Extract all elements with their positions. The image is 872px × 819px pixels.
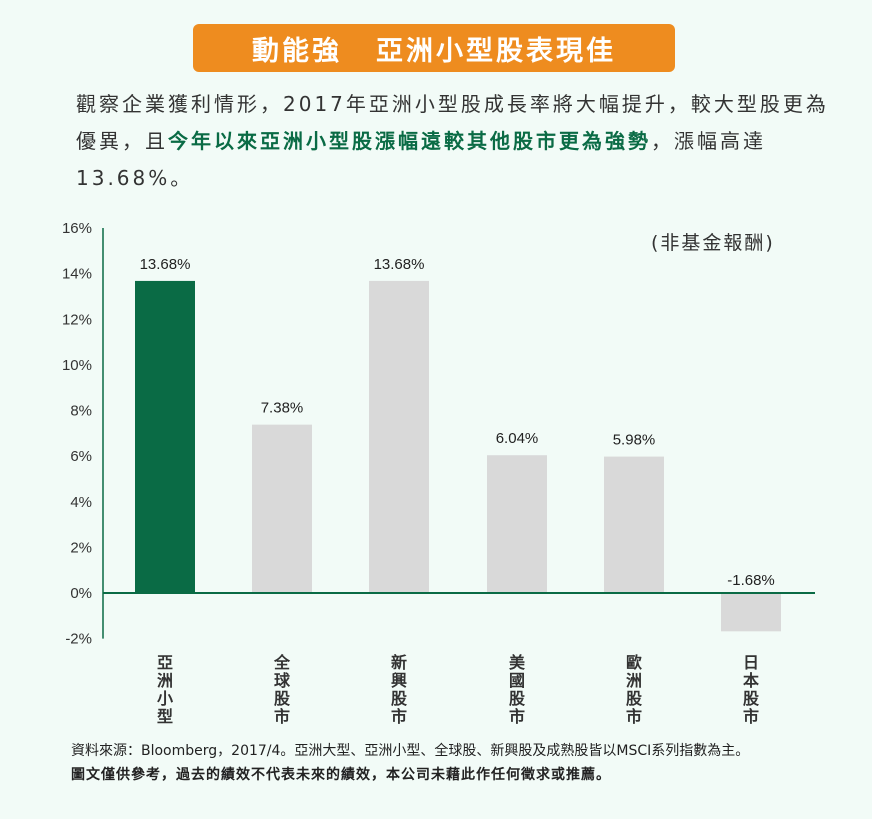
category-label-char: 市 [509,707,525,726]
bar-2 [369,280,429,593]
category-label-char: 全 [273,653,291,672]
category-label-char: 歐 [626,653,642,672]
category-label-char: 小 [157,689,173,708]
category-label-char: 股 [274,689,291,708]
category-label-char: 股 [626,689,643,708]
data-label-5: -1.68% [727,572,775,589]
category-label-char: 股 [743,689,760,708]
category-label-char: 國 [509,671,525,690]
category-label-char: 美 [509,653,526,672]
category-label-char: 亞 [157,653,173,672]
category-label-char: 市 [743,707,759,726]
intro-text-2: ，漲幅高達13.68%。 [76,129,766,190]
intro-highlight: 今年以來亞洲小型股漲幅遠較其他股市更為強勢 [168,129,651,153]
footer: 資料來源：Bloomberg，2017/4。亞洲大型、亞洲小型、全球股、新興股及… [71,742,851,784]
title-right: 亞洲小型股表現佳 [376,35,616,67]
category-label-char: 市 [626,707,642,726]
y-tick-label: 10% [62,357,92,374]
category-label-char: 球 [274,671,291,690]
data-label-1: 7.38% [261,400,304,417]
y-tick-label: 8% [70,403,92,420]
y-tick-label: 16% [62,220,92,237]
bar-4 [604,456,664,593]
source-note: 資料來源：Bloomberg，2017/4。亞洲大型、亞洲小型、全球股、新興股及… [71,743,750,759]
category-label-char: 新 [391,653,407,672]
y-tick-label: 4% [70,494,92,511]
intro-paragraph: 觀察企業獲利情形，2017年亞洲小型股成長率將大幅提升，較大型股更為優異，且今年… [76,86,836,197]
y-tick-label: 6% [70,448,92,465]
data-label-3: 6.04% [496,430,539,447]
y-tick-label: 0% [70,585,92,602]
bar-3 [487,455,547,593]
category-label-char: 日 [743,653,759,672]
y-tick-label: 2% [70,539,92,556]
y-tick-label: 12% [62,311,92,328]
category-label-char: 洲 [626,671,642,690]
category-label-char: 股 [509,689,526,708]
bar-5 [721,593,781,632]
title-left: 動能強 [252,35,342,67]
y-tick-label: 14% [62,266,92,283]
category-label-char: 市 [391,707,407,726]
bar-chart: 16%14%12%10%8%6%4%2%0%-2%13.68%亞洲小型7.38%… [62,220,815,726]
data-label-4: 5.98% [613,432,656,449]
data-label-0: 13.68% [140,256,191,273]
category-label-char: 型 [157,707,173,726]
category-label-char: 股 [391,689,408,708]
category-label-char: 本 [743,671,759,690]
category-label-char: 洲 [157,671,173,690]
bar-1 [252,424,312,593]
bar-0 [135,280,195,593]
intro-text-1: 觀察企業獲利情形，2017年亞洲小型股成長率將大幅提升，較大型股更為優異，且 [76,92,829,153]
disclaimer: 圖文僅供參考，過去的績效不代表未來的績效，本公司未藉此作任何徵求或推薦。 [71,767,611,783]
title-banner: 動能強 亞洲小型股表現佳 [193,24,675,72]
chart-note: (非基金報酬) [651,232,775,254]
y-tick-label: -2% [65,631,92,648]
category-label-char: 市 [274,707,290,726]
category-label-char: 興 [391,671,407,690]
data-label-2: 13.68% [374,256,425,273]
